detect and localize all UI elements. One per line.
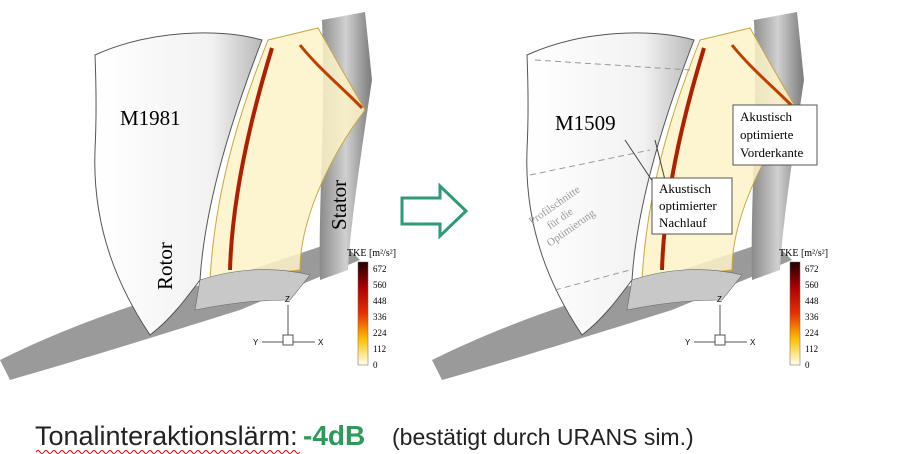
slide: M1981 M1509 Rotor Stator Profilschnitte … bbox=[0, 0, 919, 454]
axis-label: Z bbox=[285, 295, 290, 304]
annotation: Akustisch bbox=[659, 181, 712, 196]
footer-note: (bestätigt durch URANS sim.) bbox=[392, 424, 694, 450]
colorbar-tick-label: 0 bbox=[373, 360, 378, 370]
annotation: Nachlauf bbox=[659, 215, 707, 230]
colorbar-tick-label: 0 bbox=[805, 360, 810, 370]
arrow bbox=[402, 186, 466, 236]
annotation: Akustisch bbox=[740, 109, 793, 124]
axis-label: Y bbox=[685, 338, 691, 347]
colorbar-tick-label: 448 bbox=[373, 296, 387, 306]
colorbar-tick-label: 336 bbox=[373, 312, 387, 322]
footer-result: -4dB bbox=[303, 420, 365, 451]
colorbar-title: TKE [m²/s²] bbox=[779, 248, 828, 259]
model-label: M1981 bbox=[120, 106, 181, 130]
left-render bbox=[0, 12, 372, 380]
colorbar-tick-label: 672 bbox=[805, 264, 819, 274]
colorbar-tick-label: 112 bbox=[373, 344, 386, 354]
right-render bbox=[432, 12, 804, 380]
colorbar-tick-label: 224 bbox=[373, 328, 387, 338]
colorbar-tick-label: 560 bbox=[373, 280, 387, 290]
colorbar-tick-label: 112 bbox=[805, 344, 818, 354]
stator-label: Stator bbox=[327, 180, 351, 230]
colorbar-tick-label: 336 bbox=[805, 312, 819, 322]
axis-label: X bbox=[750, 338, 756, 347]
annotation: Vorderkante bbox=[740, 145, 804, 160]
axis-label: X bbox=[318, 338, 324, 347]
axis-label: Z bbox=[717, 295, 722, 304]
annotation: optimierte bbox=[740, 127, 794, 142]
model-label: M1509 bbox=[555, 111, 616, 135]
colorbar-tick-label: 560 bbox=[805, 280, 819, 290]
annotation: optimierter bbox=[659, 198, 717, 213]
footer-label: Tonalinteraktionslärm: bbox=[35, 421, 298, 451]
colorbar-tick-label: 224 bbox=[805, 328, 819, 338]
colorbar-tick-label: 672 bbox=[373, 264, 387, 274]
rotor-label: Rotor bbox=[153, 242, 177, 290]
colorbar-title: TKE [m²/s²] bbox=[347, 248, 396, 259]
colorbar-tick-label: 448 bbox=[805, 296, 819, 306]
axis-label: Y bbox=[253, 338, 259, 347]
